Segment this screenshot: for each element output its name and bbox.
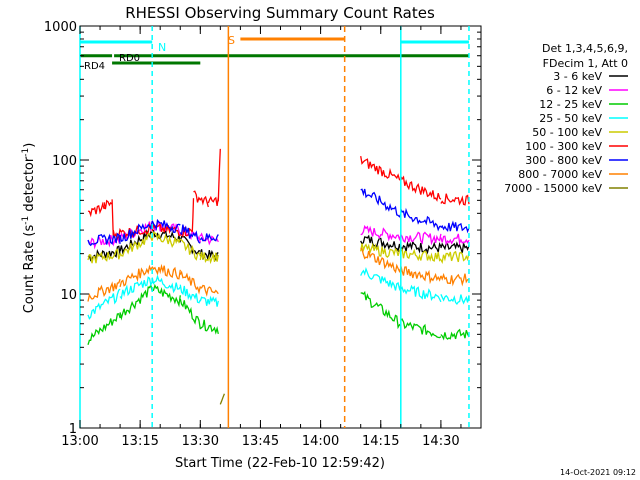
y-label-sup: -1	[21, 148, 31, 157]
y-tick-label: 10	[60, 288, 77, 303]
series-line	[87, 247, 470, 302]
legend-label: 300 - 800 keV	[525, 154, 602, 167]
series-line	[87, 228, 470, 262]
series-line	[87, 231, 470, 265]
rd4-label: RD4	[84, 61, 105, 72]
legend-label: 6 - 12 keV	[546, 84, 602, 97]
x-tick-label: 14:15	[362, 434, 399, 449]
series-line	[219, 393, 226, 405]
y-label-part: detector	[22, 156, 37, 216]
legend-header: Det 1,3,4,5,6,9,	[542, 42, 628, 55]
series-line	[87, 188, 470, 247]
chart-title: RHESSI Observing Summary Count Rates	[125, 4, 435, 22]
x-axis-label: Start Time (22-Feb-10 12:59:42)	[175, 456, 385, 471]
series-line	[87, 267, 470, 320]
night-label: N	[158, 41, 166, 54]
y-tick-label: 1000	[44, 20, 77, 35]
legend-label: 25 - 50 keV	[539, 112, 602, 125]
legend-header: FDecim 1, Att 0	[543, 57, 628, 70]
y-label-part: Count Rate (s	[22, 225, 37, 314]
saa-label: S	[228, 34, 235, 47]
legend-label: 50 - 100 keV	[532, 126, 602, 139]
x-tick-label: 13:00	[61, 434, 98, 449]
legend-label: 800 - 7000 keV	[518, 168, 602, 181]
y-tick-label: 100	[52, 154, 77, 169]
legend-label: 100 - 300 keV	[525, 140, 602, 153]
x-tick-label: 14:00	[302, 434, 339, 449]
rd0-label: RD0	[119, 53, 140, 64]
y-label-part: )	[22, 143, 37, 148]
y-label-sup: -1	[21, 216, 31, 225]
x-tick-label: 13:15	[121, 434, 158, 449]
y-tick-label: 1	[69, 422, 77, 437]
legend-label: 12 - 25 keV	[539, 98, 602, 111]
legend-label: 3 - 6 keV	[553, 70, 602, 83]
legend: Det 1,3,4,5,6,9, FDecim 1, Att 03 - 6 keV…	[504, 42, 628, 195]
x-tick-label: 13:45	[242, 434, 279, 449]
series-line	[87, 283, 470, 345]
legend-label: 7000 - 15000 keV	[504, 182, 602, 195]
y-axis-label: Count Rate (s-1 detector-1)	[21, 143, 37, 314]
x-tick-label: 13:30	[182, 434, 219, 449]
timestamp: 14-Oct-2021 09:12	[560, 468, 636, 477]
x-tick-label: 14:30	[422, 434, 459, 449]
